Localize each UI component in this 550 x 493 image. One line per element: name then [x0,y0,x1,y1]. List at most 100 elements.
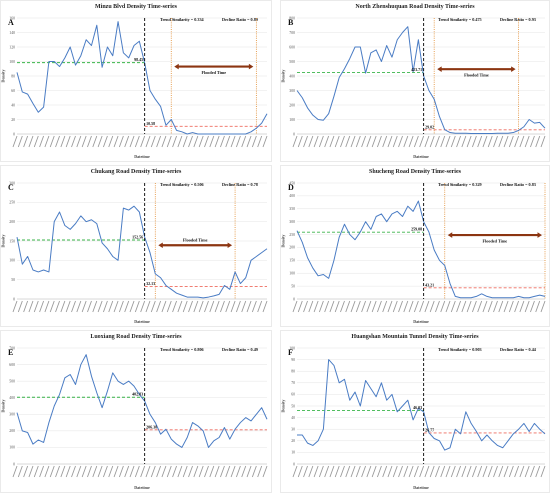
x-tick-label [188,465,193,478]
x-tick-label [71,135,76,148]
x-tick-label [161,300,167,313]
x-tick-label [456,135,461,148]
x-tick-label [514,300,520,313]
x-tick-label [413,135,419,148]
x-tick-label [429,465,435,478]
x-tick-label [524,300,530,313]
x-tick-label [387,135,393,148]
x-tick-label [124,465,130,478]
x-tick-label [377,300,382,313]
x-tick-label [140,135,146,148]
x-tick-label [166,300,172,313]
x-tick-label [81,300,87,313]
post-flood-mean-label: 32.13 [146,281,155,286]
y-tick-label: 300 [9,181,15,185]
x-tick-label [340,135,345,148]
y-tick-label: 10 [291,451,295,455]
y-tick-label: 50 [11,278,15,282]
x-tick-label [466,465,472,478]
y-tick-label: 500 [9,379,15,383]
decline-ratio-label: Decline Ratio = 0.44 [500,347,537,352]
post-flood-mean-label: 43.21 [425,282,434,287]
x-tick-label [81,135,87,148]
x-tick-label [440,465,446,478]
y-tick-label: 30 [291,428,295,432]
x-tick-label [230,300,236,313]
y-tick-label: 200 [289,103,295,107]
x-tick-label [12,465,18,478]
pre-flood-mean-label: 259.08 [411,227,422,232]
x-tick-label [12,300,18,313]
x-tick-label [140,300,146,313]
x-tick-label [292,300,298,313]
post-flood-mean-label: 29.02 [425,124,434,129]
x-tick-label [345,135,351,148]
x-tick-label [76,465,82,478]
post-flood-mean-label: 10.58 [146,121,155,126]
x-tick-label [235,300,241,313]
x-tick-label [118,465,124,478]
y-axis-label: Density [1,235,6,248]
x-tick-label [324,300,330,313]
y-tick-label: 140 [9,31,15,35]
x-tick-label [350,465,356,478]
x-tick-label [355,465,361,478]
panel-letter: B [288,18,294,27]
x-tick-label [308,300,314,313]
decline-ratio-label: Decline Ratio = 0.89 [222,17,258,22]
x-tick-label [366,135,372,148]
x-tick-label [172,135,177,148]
y-axis-label: Density [281,235,286,248]
x-tick-label [303,465,308,478]
panel-b: 0 100 200 300 400 500 600 700 800 North Zhenshuqu… [280,0,550,162]
x-tick-label [408,135,414,148]
x-tick-label [382,300,388,313]
x-tick-label [65,300,71,313]
x-tick-label [503,300,509,313]
x-tick-label [350,300,356,313]
x-tick-label [220,135,225,148]
x-tick-label [150,300,156,313]
x-tick-label [12,135,18,148]
x-tick-label [461,135,467,148]
x-tick-label [487,135,493,148]
x-tick-label [318,135,324,148]
x-tick-label [182,300,188,313]
x-tick-label [318,465,324,478]
x-tick-label [17,465,23,478]
x-tick-label [366,465,372,478]
x-tick-label [103,135,108,148]
x-tick-label [435,135,440,148]
x-tick-label [313,465,319,478]
x-tick-label [382,135,388,148]
x-tick-label [334,465,340,478]
x-tick-label [182,465,188,478]
x-tick-label [508,135,514,148]
x-tick-label [60,135,66,148]
x-tick-label [262,465,268,478]
x-tick-label [514,465,520,478]
x-tick-label [324,135,330,148]
y-tick-label: 90 [291,358,295,362]
y-tick-label: 100 [289,272,295,276]
pre-flood-mean-label: 98.45 [134,57,143,62]
y-tick-label: 120 [9,45,15,49]
x-tick-label [329,135,335,148]
y-tick-label: 0 [293,462,295,466]
y-tick-label: 0 [13,462,15,466]
x-tick-label [487,465,493,478]
x-tick-label [303,135,308,148]
x-tick-label [392,300,398,313]
panel-letter: F [288,348,293,357]
x-tick-label [193,465,199,478]
x-tick-label [461,300,467,313]
x-tick-label [209,300,215,313]
x-tick-label [225,465,231,478]
x-tick-label [408,300,414,313]
x-tick-label [204,135,209,148]
x-tick-label [535,465,541,478]
x-tick-label [124,300,130,313]
x-tick-label [118,300,124,313]
chart-title: North Zhenshuquan Road Density Time-seri… [355,4,475,10]
x-tick-label [214,465,220,478]
